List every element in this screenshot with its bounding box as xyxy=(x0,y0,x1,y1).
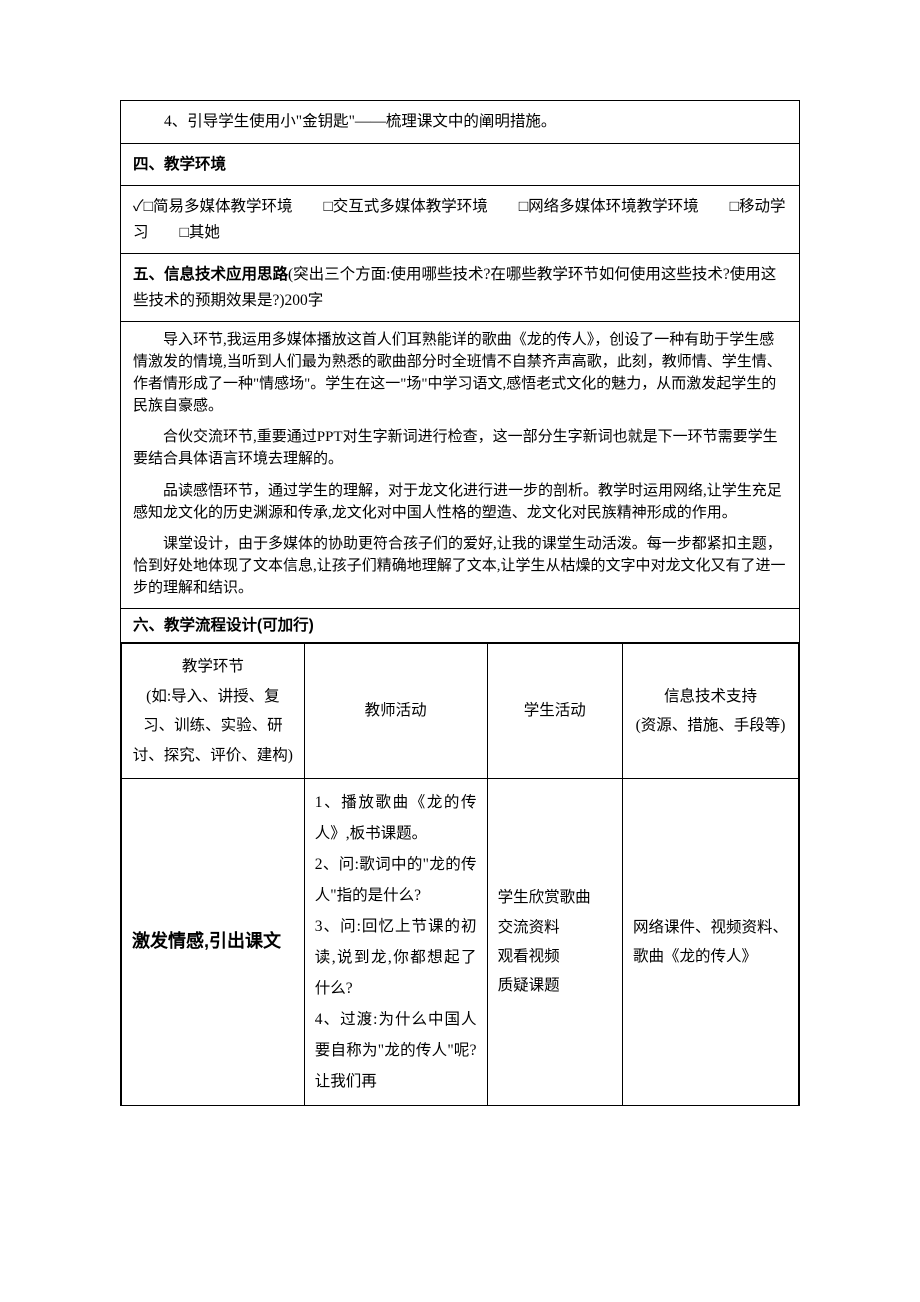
intro-text: 4、引导学生使用小"金钥匙"——梳理课文中的阐明措施。 xyxy=(133,109,787,135)
flow-table: 教学环节 (如:导入、讲授、复习、训练、实验、研讨、探究、评价、建构) 教师活动… xyxy=(121,643,799,1105)
section5-p4: 课堂设计，由于多媒体的协助更符合孩子们的爱好,让我的课堂生动活泼。每一步都紧扣主… xyxy=(133,534,787,599)
document-page: 4、引导学生使用小"金钥匙"——梳理课文中的阐明措施。 四、教学环境 ✓□简易多… xyxy=(0,0,920,1302)
flow-row-1: 激发情感,引出课文 1、播放歌曲《龙的传人》,板书课题。 2、问:歌词中的"龙的… xyxy=(122,778,799,1105)
flow-r1-c1-text: 激发情感,引出课文 xyxy=(132,931,281,951)
section6-heading: 六、教学流程设计(可加行) xyxy=(133,617,314,634)
flow-header-row: 教学环节 (如:导入、讲授、复习、训练、实验、研讨、探究、评价、建构) 教师活动… xyxy=(122,644,799,779)
flow-r1-c2: 1、播放歌曲《龙的传人》,板书课题。 2、问:歌词中的"龙的传人"指的是什么? … xyxy=(304,778,487,1105)
section5-p1: 导入环节,我运用多媒体播放这首人们耳熟能详的歌曲《龙的传人》，创设了一种有助于学… xyxy=(133,330,787,417)
section5-heading-prefix: 五、信息技术应用思路 xyxy=(133,266,288,283)
section5-body-cell: 导入环节,我运用多媒体播放这首人们耳熟能详的歌曲《龙的传人》，创设了一种有助于学… xyxy=(121,322,800,608)
section5-heading-cell: 五、信息技术应用思路(突出三个方面:使用哪些技术?在哪些教学环节如何使用这些技术… xyxy=(121,254,800,322)
section4-heading-cell: 四、教学环境 xyxy=(121,143,800,186)
intro-row: 4、引导学生使用小"金钥匙"——梳理课文中的阐明措施。 xyxy=(121,101,800,144)
section5-p3: 品读感悟环节，通过学生的理解，对于龙文化进行进一步的剖析。教学时运用网络,让学生… xyxy=(133,481,787,525)
flow-r1-c4-text: 网络课件、视频资料、歌曲《龙的传人》 xyxy=(633,919,788,965)
flow-h4-l1: 信息技术支持 xyxy=(633,682,788,711)
section6-heading-cell: 六、教学流程设计(可加行) xyxy=(121,608,800,643)
section4-options-cell: ✓□简易多媒体教学环境 □交互式多媒体教学环境 □网络多媒体环境教学环境 □移动… xyxy=(121,186,800,254)
flow-r1-c4: 网络课件、视频资料、歌曲《龙的传人》 xyxy=(622,778,798,1105)
flow-header-col3: 学生活动 xyxy=(487,644,622,779)
flow-r1-c3: 学生欣赏歌曲 交流资料 观看视频 质疑课题 xyxy=(487,778,622,1105)
flow-r1-c3-text: 学生欣赏歌曲 交流资料 观看视频 质疑课题 xyxy=(498,889,591,994)
section4-options: ✓□简易多媒体教学环境 □交互式多媒体教学环境 □网络多媒体环境教学环境 □移动… xyxy=(133,198,786,241)
flow-r1-c1: 激发情感,引出课文 xyxy=(122,778,305,1105)
section5-p2: 合伙交流环节,重要通过PPT对生字新词进行检查，这一部分生字新词也就是下一环节需… xyxy=(133,427,787,471)
section4-heading: 四、教学环境 xyxy=(133,156,226,173)
section6-table-cell: 教学环节 (如:导入、讲授、复习、训练、实验、研讨、探究、评价、建构) 教师活动… xyxy=(121,643,800,1106)
flow-header-col2: 教师活动 xyxy=(304,644,487,779)
flow-r1-c2-text: 1、播放歌曲《龙的传人》,板书课题。 2、问:歌词中的"龙的传人"指的是什么? … xyxy=(315,794,477,1090)
flow-h1-l1: 教学环节 xyxy=(132,652,294,681)
flow-h4-l2: (资源、措施、手段等) xyxy=(633,711,788,740)
flow-header-col4: 信息技术支持 (资源、措施、手段等) xyxy=(622,644,798,779)
main-table: 4、引导学生使用小"金钥匙"——梳理课文中的阐明措施。 四、教学环境 ✓□简易多… xyxy=(120,100,800,1106)
flow-h1-l2: (如:导入、讲授、复习、训练、实验、研讨、探究、评价、建构) xyxy=(132,682,294,770)
flow-header-col1: 教学环节 (如:导入、讲授、复习、训练、实验、研讨、探究、评价、建构) xyxy=(122,644,305,779)
